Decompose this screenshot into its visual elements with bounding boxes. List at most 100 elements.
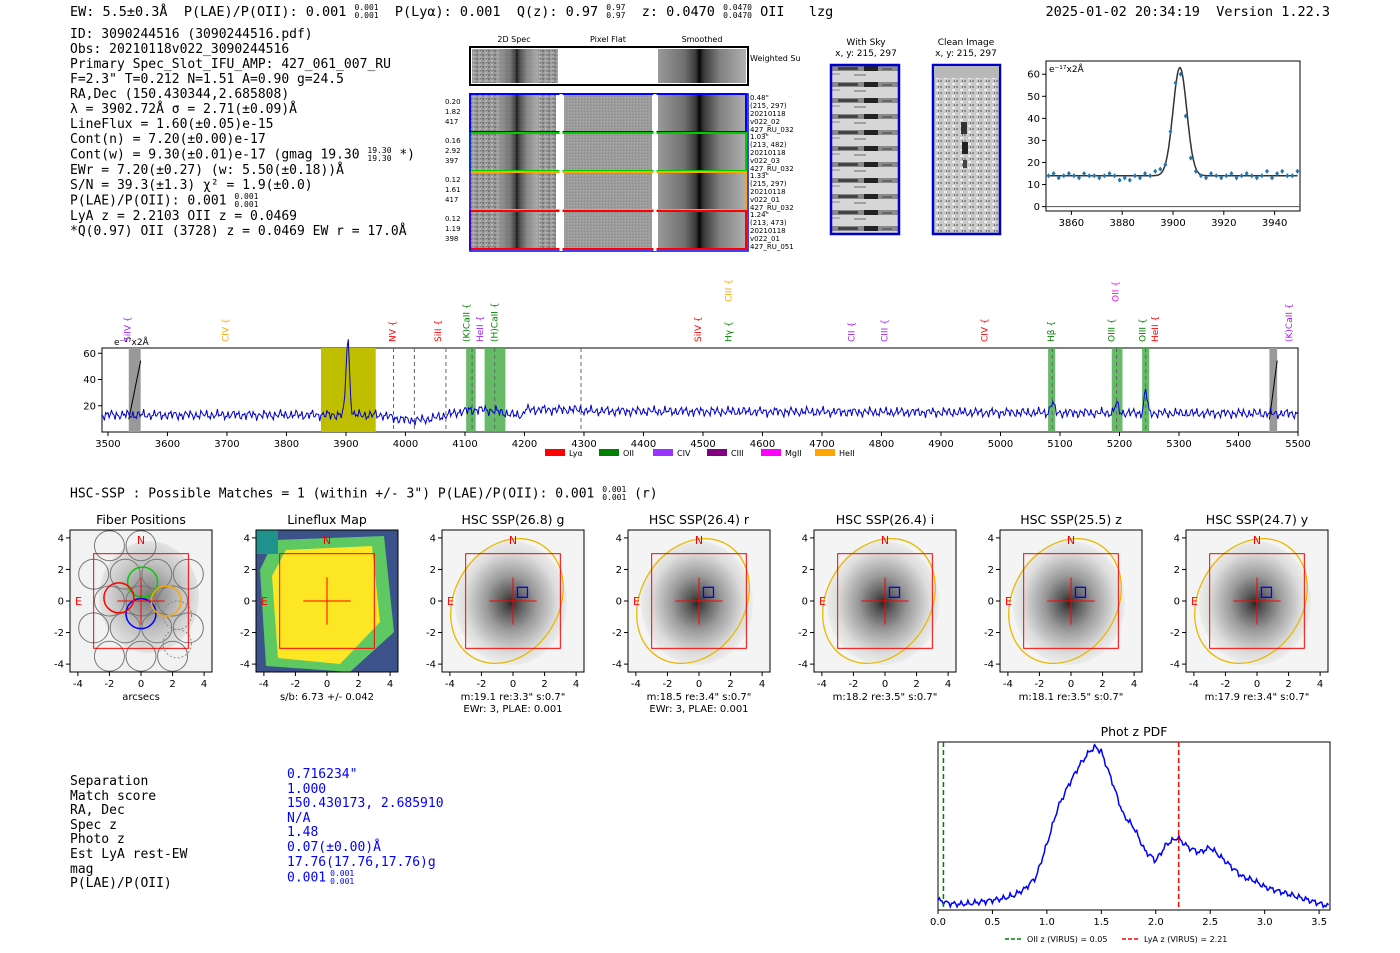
full-spectrum-chart: 20 40 60 3500 3600 3700 3800 3900 4000 4100 4200 43… [83,279,1310,458]
hsc-panel-title: HSC SSP(26.4) i [836,512,934,527]
info-lineflux: LineFlux = 1.60(±0.05)e-15 [70,117,274,132]
header-summary: EW: 5.5±0.3Å P(LAE)/P(OII): 0.001 0.001 0… [70,3,833,21]
hsc-ytick-label: -4 [612,660,622,671]
cutout-left-label: 1.19 [445,225,461,233]
hsc-ytick-label: 0 [244,597,250,608]
spectrum-line-label: HeII { [1151,316,1161,342]
line-fit-chart: 0 10 20 30 40 50 60 3860 3880 3900 3920 3940 e⁻¹⁷x2Å [1027,60,1301,229]
match-label: Photo z [70,832,125,848]
fiber-circle [93,640,125,672]
cutout-smoothed [658,133,746,171]
spectrum-xtick-label: 5400 [1226,439,1251,450]
with-sky-title: With Sky [846,38,886,48]
hsc-xtick-label: 2 [541,679,547,690]
hsc-ytick-label: 2 [988,565,994,576]
spectrum-legend-swatch [653,449,673,456]
spectrum-line-band [1111,348,1123,432]
cutout-right-label: 20210118 [750,110,786,118]
spectrum-line-label: CIV { [980,318,990,342]
pdf-legend-label: LyA z (VIRUS) = 2.21 [1144,935,1227,944]
hsc-ytick-label: 0 [430,597,436,608]
header-line: OII [760,4,785,20]
cutout-right-label: (213, 473) [750,219,787,227]
weighted-sum-row [469,46,749,86]
hsc-ytick-label: 0 [1174,597,1180,608]
cutout-left-label: 417 [445,196,458,204]
hsc-north-label: N [1253,534,1261,547]
fit-data-point [1275,171,1280,176]
hsc-ytick-label: -4 [798,660,808,671]
hsc-xtick-label: 2 [169,679,175,690]
hsc-xtick-label: 4 [1131,679,1137,690]
hsc-caption-2: EWr: 3, PLAE: 0.001 [649,704,748,715]
sky-clean-images [829,63,1002,236]
header-qz: Q(z): 0.97 [516,4,599,20]
spectra-cutouts: 2D Spec Pixel Flat Smoothed Weighted Sum… [445,35,800,252]
cutout-left-label: 1.61 [445,186,461,194]
hsc-east-label: E [261,595,268,608]
hsc-fov-box [279,553,375,649]
fiber-circle-green [126,566,159,598]
spectrum-ytick-label: 60 [83,349,96,360]
fit-data-point [1224,173,1229,179]
fit-data-point [1137,175,1142,181]
spectrum-xtick-label: 3600 [155,439,180,450]
spectrum-legend-swatch [815,449,835,456]
pdf-xtick-label: 2.0 [1148,917,1164,928]
hsc-ytick-label: -4 [984,660,994,671]
col-pixel-flat-label: Pixel Flat [590,35,626,44]
fit-data-point [1290,173,1295,179]
hsc-xtick-label: -4 [259,679,269,690]
hsc-north-label: N [1067,534,1075,547]
fit-data-point [1254,175,1259,181]
cutout-right-label: v022_01 [750,235,780,243]
spectrum-legend-label: CIV [677,449,691,458]
cutout-stack-frame [469,93,749,252]
hsc-east-label: E [1191,595,1198,608]
spectrum-line-label: (H)CaII { [491,303,501,343]
info-q: *Q(0.97) OII (3728) z = 0.0469 EW r = 17… [70,224,407,239]
cutout-right-label: 427_RU_051 [750,243,794,251]
cutout-left-label: 0.12 [445,176,461,184]
header-version: Version 1.22.3 [1216,4,1330,20]
spectrum-line-label: Hβ { [1047,321,1057,342]
fiber-circle [125,640,157,672]
cutout-pixel-flat [564,133,652,171]
fit-data-point [1071,173,1076,179]
match-value: 0.07(±0.00)Å [287,839,381,855]
hsc-ytick-label: 0 [802,597,808,608]
cutout-row: 0.12 1.19 398 1.24"(213, 473)20210118v022_0… [445,210,794,251]
fit-data-point [1259,173,1264,179]
match-value: 1.000 [287,781,327,797]
hsc-ytick-label: 0 [616,597,622,608]
spectrum-line-label: SiIV { [694,316,704,342]
with-sky-header: With Sky x, y: 215, 297 [830,38,902,60]
spectrum-line-label: SiII { [434,320,444,342]
fit-data-point [1046,173,1051,179]
cutout-pixel-flat [564,172,652,210]
fit-data-point [1295,168,1300,174]
weighted-sum-label: Weighted Sum [750,54,800,63]
hsc-ytick-label: -4 [240,660,250,671]
hsc-east-label: E [1005,595,1012,608]
header-qz-bounds: 0.97 0.97 [606,3,626,20]
fit-data-point [1051,171,1056,176]
spectrum-xtick-label: 4900 [928,439,953,450]
header-ew: EW: 5.5±0.3Å [70,4,168,20]
hsc-aperture-ellipse [1194,537,1308,665]
spectrum-legend-swatch [599,449,619,456]
hsc-fov-box [837,553,933,649]
fit-data-point [1214,173,1219,179]
spectrum-line-label: OII { [1111,281,1121,302]
fit-data-point [1264,168,1269,174]
hsc-ytick-label: 2 [244,565,250,576]
hsc-xtick-label: -4 [631,679,641,690]
hsc-caption: s/b: 6.73 +/- 0.042 [280,692,374,703]
header-timestamp-version: 2025-01-02 20:34:19 Version 1.22.3 [1046,4,1331,20]
spectrum-legend-label: MgII [785,449,802,458]
hsc-panel: Lineflux Map N E -4 -4 -2 -2 0 0 2 2 4 4 s/b: 6.73 +/… [240,512,399,703]
spectrum-legend-swatch [761,449,781,456]
cutout-left-label: 398 [445,235,458,243]
fit-data-point [1102,173,1107,179]
spectrum-xtick-label: 4500 [690,439,715,450]
